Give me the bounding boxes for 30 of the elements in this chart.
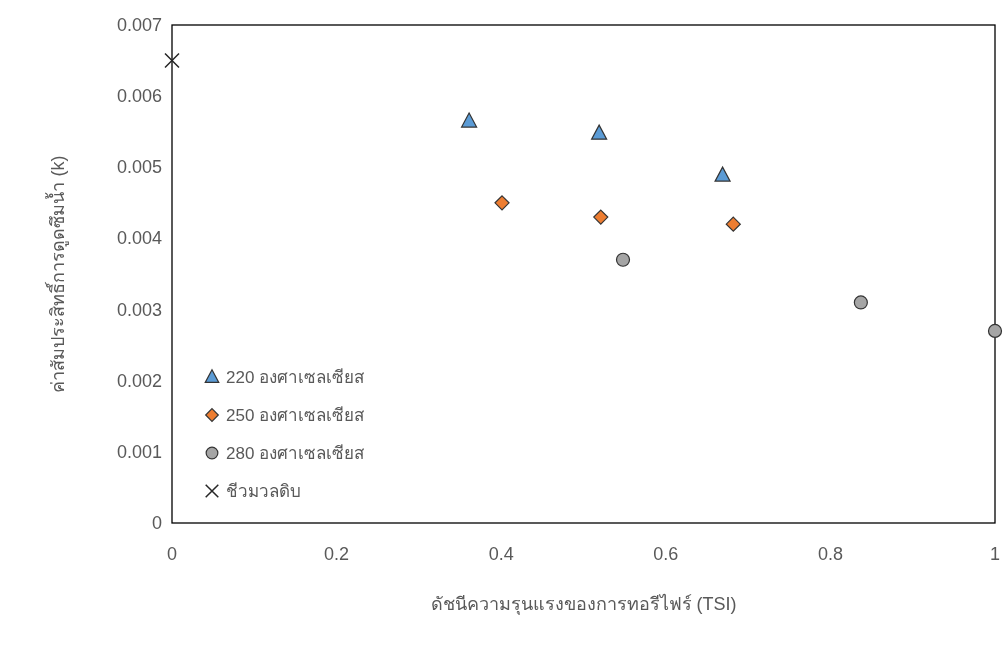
legend-label: 250 องศาเซลเซียส [226, 406, 366, 425]
y-axis-title: ค่าสัมประสิทธิ์การดูดซึมน้ำ (k) [44, 155, 69, 393]
x-tick-label: 0.6 [653, 544, 679, 564]
point [593, 209, 609, 225]
y-tick-label: 0.002 [116, 370, 162, 391]
point [714, 166, 731, 182]
point [591, 124, 608, 140]
point [164, 52, 180, 69]
y-tick-label: 0.005 [116, 157, 162, 178]
y-tick-label: 0.006 [116, 86, 162, 107]
y-tick-label: 0 [151, 513, 162, 533]
x-tick-label: 0 [166, 544, 178, 564]
y-tick-label: 0.007 [116, 15, 162, 35]
point [987, 323, 1003, 339]
legend-label: 280 องศาเซลเซียส [226, 444, 366, 463]
x-tick-label: 0.8 [817, 544, 843, 564]
point [615, 252, 631, 267]
y-tick-label: 0.004 [116, 228, 162, 249]
point [461, 112, 478, 128]
x-tick-label: 0.4 [488, 544, 514, 564]
legend-label: 220 องศาเซลเซียส [226, 368, 366, 387]
point [853, 295, 868, 310]
point [725, 216, 741, 232]
x-axis-title: ดัชนีความรุนแรงของการทอรีไฟร์ (TSI) [430, 593, 737, 615]
legend-label: ชีวมวลดิบ [226, 482, 301, 501]
x-tick-label: 0.2 [324, 544, 350, 564]
y-tick-label: 0.003 [116, 299, 162, 320]
y-tick-label: 0.001 [116, 441, 162, 462]
point [494, 195, 510, 211]
x-tick-label: 1 [989, 544, 1001, 564]
